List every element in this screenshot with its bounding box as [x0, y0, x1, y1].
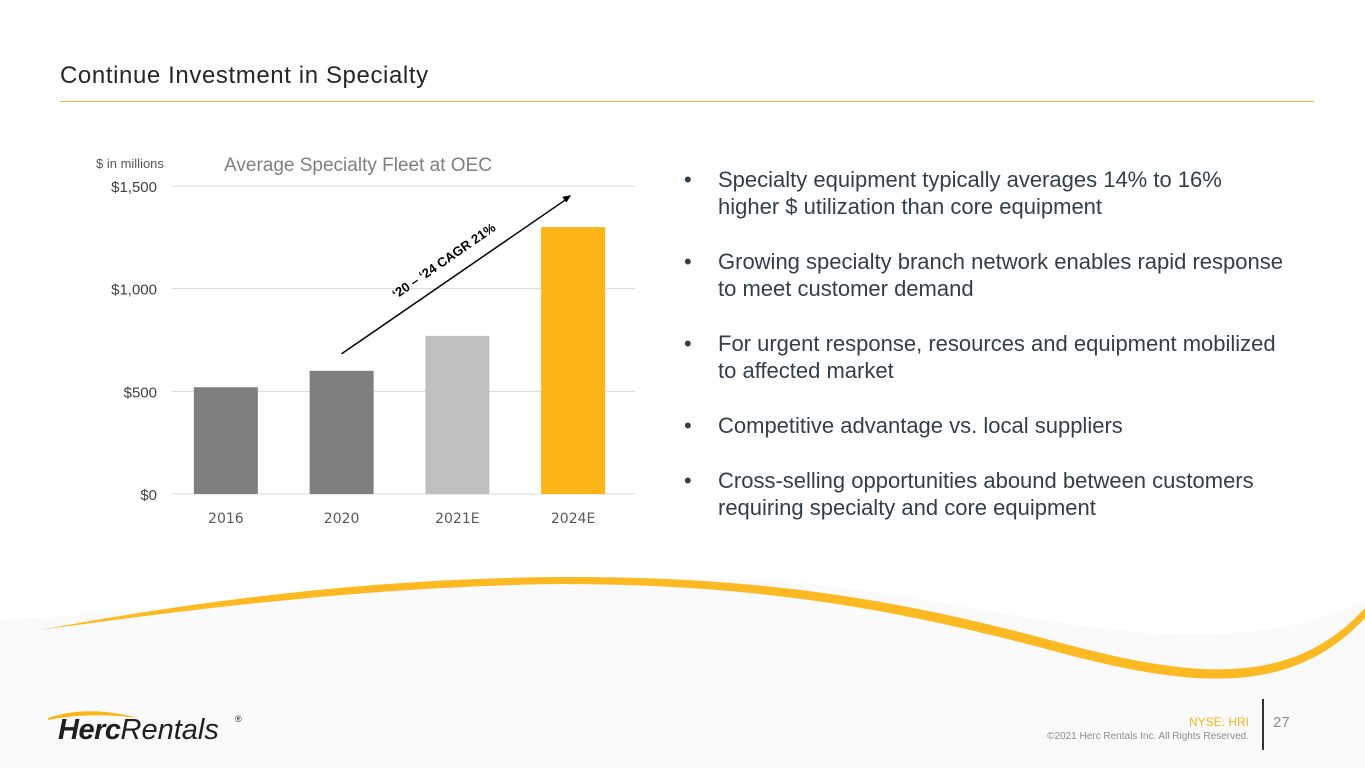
bullet-item: • Competitive advantage vs. local supplie… [684, 412, 1284, 439]
bullet-dot-icon: • [684, 413, 692, 438]
stock-ticker: NYSE: HRI [1188, 715, 1249, 729]
bullet-dot-icon: • [684, 249, 692, 274]
bullet-text: Specialty equipment typically averages 1… [718, 167, 1222, 219]
bullet-dot-icon: • [684, 331, 692, 356]
x-tick-label: 2024E [551, 511, 595, 527]
bar [193, 387, 258, 494]
bullet-text: Growing specialty branch network enables… [718, 249, 1283, 301]
bar [425, 335, 490, 494]
bullet-item: • For urgent response, resources and equi… [684, 330, 1284, 384]
page-number: 27 [1273, 714, 1290, 731]
bar [541, 227, 606, 495]
cagr-annotation: ‘20 – ‘24 CAGR 21% [389, 220, 498, 302]
units-label: $ in millions [96, 156, 164, 171]
bullet-dot-icon: • [684, 167, 692, 192]
copyright-text: ©2021 Herc Rentals Inc. All Rights Reser… [1047, 731, 1249, 742]
x-tick-label: 2021E [435, 511, 479, 527]
bullet-item: • Specialty equipment typically averages … [684, 166, 1284, 220]
y-tick-label: $1,000 [111, 282, 157, 299]
bar-chart: Average Specialty Fleet at OEC $0 $500 $1,0… [111, 155, 635, 527]
title-rule [60, 101, 1314, 102]
x-tick-label: 2020 [324, 511, 360, 527]
x-tick-label: 2016 [208, 511, 244, 527]
y-tick-label: $500 [124, 384, 157, 401]
logo-swoosh-icon [48, 711, 138, 720]
bullet-text: For urgent response, resources and equip… [718, 331, 1276, 383]
logo-herc-text: Herc [58, 714, 121, 746]
bullet-item: • Growing specialty branch network enable… [684, 248, 1284, 302]
slide-title: Continue Investment in Specialty [60, 62, 429, 89]
decorative-swoosh [0, 576, 1365, 768]
cagr-arrow-line [341, 199, 566, 355]
bullet-list: • Specialty equipment typically averages … [684, 166, 1284, 549]
bar [309, 370, 374, 494]
cagr-arrowhead-icon [562, 195, 572, 203]
y-tick-label: $1,500 [111, 179, 157, 196]
bullet-text: Competitive advantage vs. local supplier… [718, 413, 1123, 438]
footer-divider [1262, 699, 1264, 750]
logo-rentals-text: Rentals [120, 714, 219, 746]
herc-rentals-logo: HercRentals [48, 706, 248, 750]
bullet-text: Cross-selling opportunities abound betwe… [718, 468, 1254, 520]
chart-title: Average Specialty Fleet at OEC [224, 155, 492, 176]
bullet-item: • Cross-selling opportunities abound betw… [684, 467, 1284, 521]
y-tick-label: $0 [140, 487, 157, 504]
logo-registered-mark: ® [235, 714, 242, 724]
bullet-dot-icon: • [684, 468, 692, 493]
